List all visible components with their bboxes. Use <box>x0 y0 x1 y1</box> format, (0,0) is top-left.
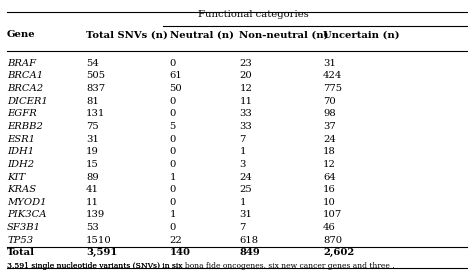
Text: 75: 75 <box>86 122 99 131</box>
Text: 0: 0 <box>170 185 176 194</box>
Text: IDH1: IDH1 <box>7 147 34 156</box>
Text: 7: 7 <box>239 134 246 144</box>
Text: 849: 849 <box>239 248 260 257</box>
Text: 5: 5 <box>170 122 176 131</box>
Text: 24: 24 <box>239 172 252 182</box>
Text: Functional categories: Functional categories <box>198 10 309 19</box>
Text: KRAS: KRAS <box>7 185 36 194</box>
Text: 0: 0 <box>170 109 176 118</box>
Text: TP53: TP53 <box>7 236 33 245</box>
Text: 3,591 single nucleotide variants (SNVs) in six bona fide oncogenes, six new canc: 3,591 single nucleotide variants (SNVs) … <box>7 262 395 270</box>
Text: 870: 870 <box>323 236 342 245</box>
Text: 3,591 single nucleotide variants (SNVs) in six: 3,591 single nucleotide variants (SNVs) … <box>7 262 185 270</box>
Text: Non-neutral (n): Non-neutral (n) <box>239 30 329 39</box>
Text: 81: 81 <box>86 97 99 106</box>
Text: 54: 54 <box>86 59 99 68</box>
Text: 23: 23 <box>239 59 252 68</box>
Text: 0: 0 <box>170 160 176 169</box>
Text: 0: 0 <box>170 134 176 144</box>
Text: 140: 140 <box>170 248 191 257</box>
Text: 0: 0 <box>170 223 176 232</box>
Text: 89: 89 <box>86 172 99 182</box>
Text: Neutral (n): Neutral (n) <box>170 30 234 39</box>
Text: 22: 22 <box>170 236 182 245</box>
Text: BRAF: BRAF <box>7 59 36 68</box>
Text: 18: 18 <box>323 147 336 156</box>
Text: Total: Total <box>7 248 35 257</box>
Text: PIK3CA: PIK3CA <box>7 210 46 219</box>
Text: 98: 98 <box>323 109 336 118</box>
Text: 0: 0 <box>170 147 176 156</box>
Text: 0: 0 <box>170 198 176 207</box>
Text: 1: 1 <box>170 210 176 219</box>
Text: 139: 139 <box>86 210 105 219</box>
Text: 0: 0 <box>170 59 176 68</box>
Text: 61: 61 <box>170 71 182 80</box>
Text: 41: 41 <box>86 185 99 194</box>
Text: 16: 16 <box>323 185 336 194</box>
Text: 15: 15 <box>86 160 99 169</box>
Text: 107: 107 <box>323 210 342 219</box>
Text: BRCA2: BRCA2 <box>7 84 43 93</box>
Text: 19: 19 <box>86 147 99 156</box>
Text: DICER1: DICER1 <box>7 97 48 106</box>
Text: KIT: KIT <box>7 172 25 182</box>
Text: 10: 10 <box>323 198 336 207</box>
Text: 837: 837 <box>86 84 105 93</box>
Text: IDH2: IDH2 <box>7 160 34 169</box>
Text: 505: 505 <box>86 71 105 80</box>
Text: MYOD1: MYOD1 <box>7 198 46 207</box>
Text: 50: 50 <box>170 84 182 93</box>
Text: 131: 131 <box>86 109 105 118</box>
Text: 3: 3 <box>239 160 246 169</box>
Text: 3,591: 3,591 <box>86 248 118 257</box>
Text: 53: 53 <box>86 223 99 232</box>
Text: 31: 31 <box>86 134 99 144</box>
Text: 24: 24 <box>323 134 336 144</box>
Text: Uncertain (n): Uncertain (n) <box>323 30 400 39</box>
Text: 1510: 1510 <box>86 236 112 245</box>
Text: 25: 25 <box>239 185 252 194</box>
Text: 7: 7 <box>239 223 246 232</box>
Text: 31: 31 <box>323 59 336 68</box>
Text: 1: 1 <box>239 147 246 156</box>
Text: 70: 70 <box>323 97 336 106</box>
Text: 2,602: 2,602 <box>323 248 354 257</box>
Text: 11: 11 <box>86 198 99 207</box>
Text: Total SNVs (n): Total SNVs (n) <box>86 30 168 39</box>
Text: 33: 33 <box>239 122 252 131</box>
Text: 424: 424 <box>323 71 342 80</box>
Text: BRCA1: BRCA1 <box>7 71 43 80</box>
Text: Gene: Gene <box>7 30 36 39</box>
Text: 618: 618 <box>239 236 258 245</box>
Text: 12: 12 <box>323 160 336 169</box>
Text: 775: 775 <box>323 84 342 93</box>
Text: 12: 12 <box>239 84 252 93</box>
Text: ERBB2: ERBB2 <box>7 122 43 131</box>
Text: 46: 46 <box>323 223 336 232</box>
Text: 1: 1 <box>239 198 246 207</box>
Text: 0: 0 <box>170 97 176 106</box>
Text: 20: 20 <box>239 71 252 80</box>
Text: 33: 33 <box>239 109 252 118</box>
Text: 1: 1 <box>170 172 176 182</box>
Text: SF3B1: SF3B1 <box>7 223 41 232</box>
Text: 31: 31 <box>239 210 252 219</box>
Text: 11: 11 <box>239 97 252 106</box>
Text: EGFR: EGFR <box>7 109 37 118</box>
Text: 37: 37 <box>323 122 336 131</box>
Text: 64: 64 <box>323 172 336 182</box>
Text: ESR1: ESR1 <box>7 134 35 144</box>
